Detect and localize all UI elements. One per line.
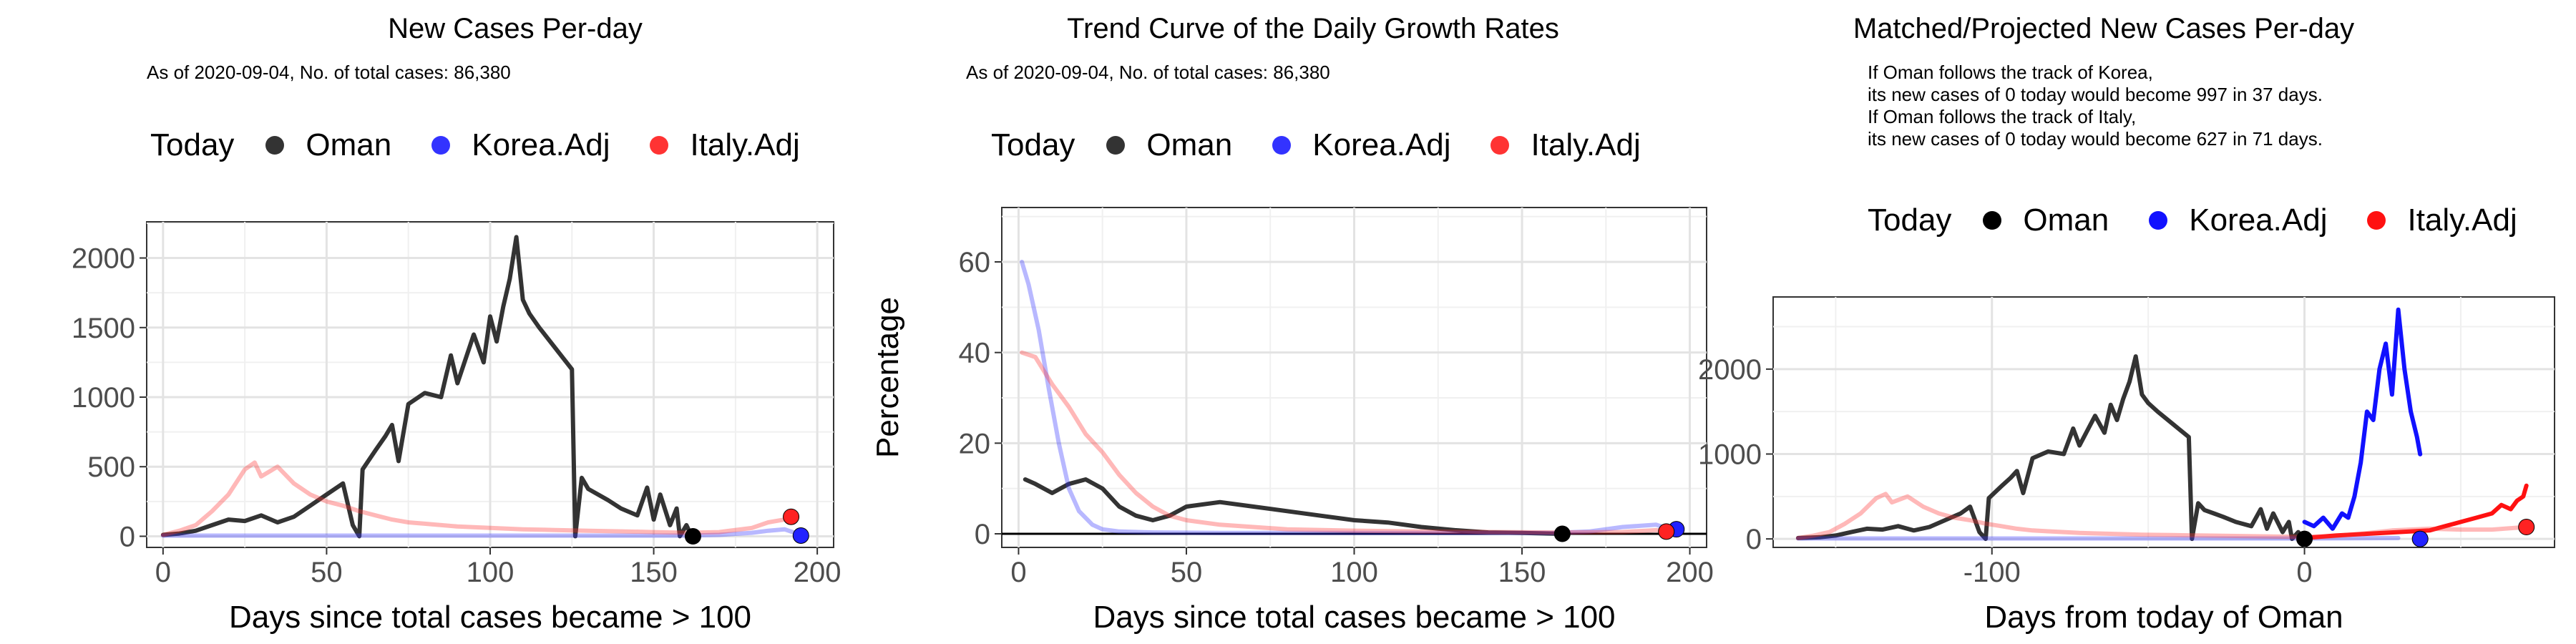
projection-note-2: its new cases of 0 today would become 99…: [1868, 84, 2323, 105]
x-axis-label: Days since total cases became > 100: [229, 600, 751, 635]
x-tick-label: -100: [1963, 557, 2021, 588]
legend-dot-italy: [650, 136, 669, 155]
today-point-italy-adj: [2518, 519, 2535, 536]
legend-dot-italy: [2367, 211, 2386, 230]
series-line-korea-adj-past: [1795, 535, 2401, 541]
legend: Today Oman Korea.Adj Italy.Adj: [150, 127, 840, 163]
today-point-oman: [684, 527, 701, 545]
y-tick-label: 60: [959, 247, 991, 278]
series-line-italy-adj: [1020, 350, 1669, 535]
y-tick-label: 2000: [1698, 354, 1762, 386]
series-line-korea-adj: [160, 527, 804, 538]
today-point-italy-adj: [1658, 523, 1675, 540]
legend-label-oman: Oman: [306, 127, 392, 162]
series-line-italy-adj-past: [1795, 492, 2529, 540]
x-axis-label: Days since total cases became > 100: [1093, 600, 1615, 635]
chart-title: Trend Curve of the Daily Growth Rates: [1067, 13, 1559, 44]
y-tick-label: 1000: [1698, 439, 1762, 470]
x-tick-label: 200: [1666, 557, 1714, 588]
panel-projected-cases: Matched/Projected New Cases Per-day If O…: [1717, 0, 2576, 644]
x-tick-label: 200: [794, 557, 841, 588]
y-tick-label: 1500: [72, 313, 135, 344]
chart-subtitle: As of 2020-09-04, No. of total cases: 86…: [147, 62, 511, 83]
legend: Today Oman Korea.Adj Italy.Adj: [1868, 203, 2557, 238]
plot-area: [1772, 296, 2555, 548]
series-line-italy-adj: [2302, 483, 2529, 540]
legend-label-korea: Korea.Adj: [1312, 127, 1451, 162]
series-line-italy-adj: [160, 460, 787, 537]
series-line-korea-adj: [2302, 307, 2423, 531]
legend-dot-korea: [1272, 136, 1292, 155]
y-tick-label: 0: [119, 521, 135, 552]
x-tick-label: 0: [155, 557, 171, 588]
legend-label-italy: Italy.Adj: [690, 127, 800, 162]
legend-dot-oman: [1983, 211, 2002, 230]
legend-dot-italy: [1491, 136, 1510, 155]
today-point-italy-adj: [783, 508, 800, 525]
x-tick-label: 150: [630, 557, 678, 588]
chart-title: Matched/Projected New Cases Per-day: [1853, 13, 2355, 44]
legend: Today Oman Korea.Adj Italy.Adj: [991, 127, 1681, 163]
projection-note-3: If Oman follows the track of Italy,: [1868, 106, 2137, 127]
x-tick-label: 150: [1498, 557, 1546, 588]
legend-title: Today: [991, 127, 1075, 162]
y-tick-label: 2000: [72, 243, 135, 275]
y-tick-label: 20: [959, 428, 991, 459]
x-tick-label: 100: [467, 557, 514, 588]
legend-label-italy: Italy.Adj: [2407, 203, 2517, 238]
legend-dot-korea: [431, 136, 451, 155]
legend-label-oman: Oman: [1146, 127, 1233, 162]
panel-new-cases: New Cases Per-day As of 2020-09-04, No. …: [0, 0, 859, 644]
plot-3: -100 0 0 1000 2000 Days from today of Oman: [1698, 296, 2555, 635]
x-tick-label: 0: [2296, 557, 2312, 588]
series-line-oman: [1795, 354, 2307, 542]
series-line-oman: [1023, 477, 1565, 536]
legend-dot-korea: [2149, 211, 2168, 230]
legend-title: Today: [1868, 203, 1952, 238]
x-tick-label: 50: [1171, 557, 1203, 588]
y-tick-label: 40: [959, 338, 991, 369]
chart-title: New Cases Per-day: [388, 13, 643, 44]
x-tick-label: 100: [1330, 557, 1378, 588]
today-point-oman: [2296, 530, 2313, 547]
legend-label-korea: Korea.Adj: [472, 127, 610, 162]
today-point-korea-adj: [2411, 530, 2429, 547]
y-tick-label: 500: [87, 452, 135, 483]
projection-note-4: its new cases of 0 today would become 62…: [1868, 128, 2323, 150]
legend-title: Today: [150, 127, 235, 162]
legend-label-oman: Oman: [2023, 203, 2109, 238]
series-line-korea-adj: [1020, 260, 1679, 535]
x-tick-label: 0: [1010, 557, 1026, 588]
today-point-oman: [1553, 525, 1571, 542]
y-tick-label: 1000: [72, 382, 135, 414]
y-axis-label: Percentage: [870, 297, 905, 458]
projection-note-1: If Oman follows the track of Korea,: [1868, 62, 2153, 83]
x-axis-label: Days from today of Oman: [1984, 600, 2343, 635]
chart-subtitle: As of 2020-09-04, No. of total cases: 86…: [966, 62, 1330, 83]
y-tick-label: 0: [1746, 524, 1762, 555]
plot-2: 0 50 100 150 200 0 20 40 60 Days since total case…: [870, 207, 1714, 635]
y-tick-label: 0: [975, 519, 990, 550]
panel-growth-rates: Trend Curve of the Daily Growth Rates As…: [859, 0, 1717, 644]
today-point-korea-adj: [792, 527, 809, 544]
legend-label-korea: Korea.Adj: [2189, 203, 2328, 238]
legend-dot-oman: [1106, 136, 1126, 155]
x-tick-label: 50: [311, 557, 343, 588]
series-line-oman: [160, 235, 696, 539]
legend-dot-oman: [265, 136, 285, 155]
legend-label-italy: Italy.Adj: [1531, 127, 1641, 162]
